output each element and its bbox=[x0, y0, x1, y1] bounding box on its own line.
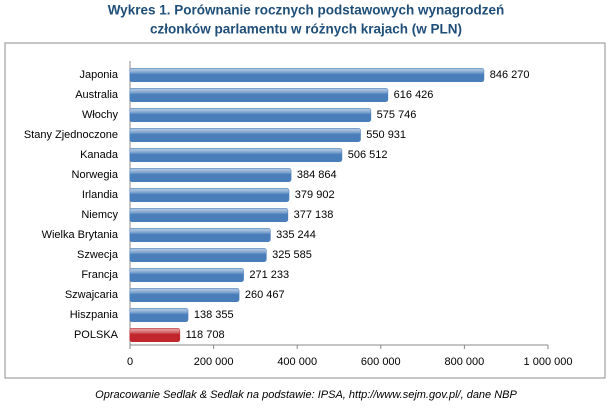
value-label: 379 902 bbox=[295, 189, 335, 201]
y-tick-label: Hiszpania bbox=[70, 309, 119, 321]
bar-sheen bbox=[130, 208, 288, 222]
value-label: 377 138 bbox=[294, 209, 334, 221]
value-label: 335 244 bbox=[276, 229, 316, 241]
x-tick-label: 0 bbox=[127, 356, 133, 368]
value-label: 260 467 bbox=[245, 289, 285, 301]
y-tick-label: Włochy bbox=[82, 109, 119, 121]
value-label: 575 746 bbox=[377, 109, 417, 121]
y-tick-label: Australia bbox=[75, 89, 119, 101]
y-tick-label: Szwecja bbox=[77, 249, 119, 261]
bar-sheen bbox=[130, 308, 188, 322]
value-label: 118 708 bbox=[186, 329, 225, 341]
bar-sheen bbox=[130, 288, 239, 302]
bar-sheen bbox=[130, 148, 342, 162]
y-tick-label: Wielka Brytania bbox=[42, 229, 119, 241]
y-tick-label: POLSKA bbox=[74, 329, 119, 341]
value-label: 138 355 bbox=[194, 309, 234, 321]
value-label: 616 426 bbox=[394, 89, 434, 101]
bar-sheen bbox=[130, 108, 371, 122]
bar-sheen bbox=[130, 88, 388, 102]
value-label: 384 864 bbox=[297, 169, 337, 181]
bar-sheen bbox=[130, 228, 271, 242]
value-label: 325 585 bbox=[272, 249, 312, 261]
x-tick-label: 800 000 bbox=[445, 356, 485, 368]
x-tick-label: 400 000 bbox=[277, 356, 317, 368]
bar-sheen bbox=[130, 268, 244, 282]
value-label: 550 931 bbox=[366, 129, 406, 141]
source-note: Opracowanie Sedlak & Sedlak na podstawie… bbox=[95, 389, 517, 401]
y-tick-label: Szwajcaria bbox=[65, 289, 119, 301]
y-tick-label: Stany Zjednoczone bbox=[24, 129, 118, 141]
x-tick-label: 600 000 bbox=[361, 356, 401, 368]
chart-title: Wykres 1. Porównanie rocznych podstawowy… bbox=[108, 3, 505, 18]
bar-sheen bbox=[130, 188, 289, 202]
x-tick-label: 200 000 bbox=[194, 356, 234, 368]
y-tick-label: Francja bbox=[81, 269, 119, 281]
bar-sheen bbox=[130, 128, 361, 142]
value-label: 271 233 bbox=[249, 269, 289, 281]
bar-sheen bbox=[130, 328, 180, 342]
bar-sheen bbox=[130, 168, 291, 182]
bar-sheen bbox=[130, 68, 484, 82]
y-tick-label: Irlandia bbox=[82, 189, 119, 201]
y-tick-label: Kanada bbox=[80, 149, 119, 161]
value-label: 846 270 bbox=[490, 69, 530, 81]
value-label: 506 512 bbox=[348, 149, 388, 161]
x-tick-label: 1 000 000 bbox=[524, 356, 573, 368]
chart-title: członków parlamentu w różnych krajach (w… bbox=[150, 22, 462, 37]
y-tick-label: Niemcy bbox=[81, 209, 118, 221]
y-tick-label: Japonia bbox=[79, 69, 118, 81]
y-tick-label: Norwegia bbox=[72, 169, 119, 181]
bar-sheen bbox=[130, 248, 267, 262]
